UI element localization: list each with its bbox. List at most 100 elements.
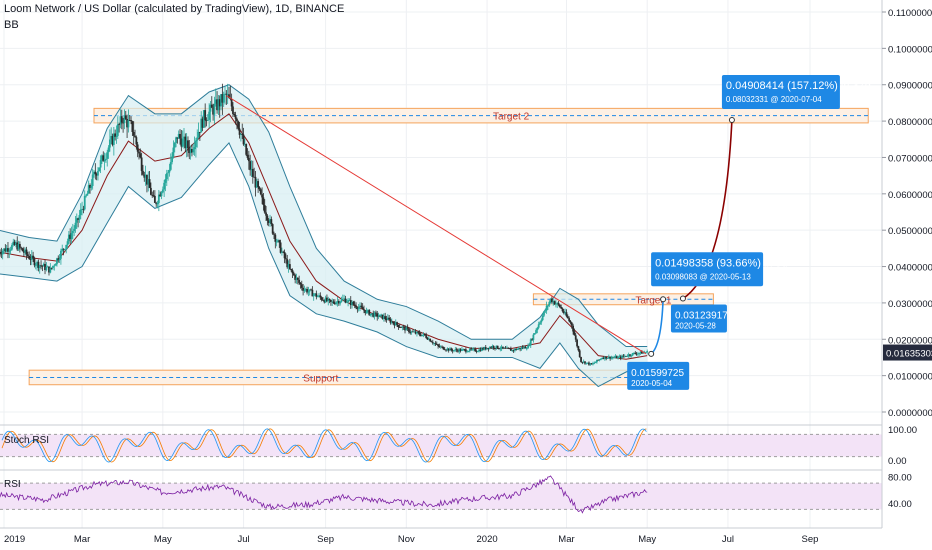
candle-body xyxy=(277,240,279,242)
candle-body xyxy=(236,118,238,122)
candle-body xyxy=(528,345,531,347)
candle-body xyxy=(242,134,245,145)
candle-body xyxy=(402,326,405,328)
candle-body xyxy=(450,348,453,351)
candle-body xyxy=(58,258,61,261)
candle-body xyxy=(524,346,527,349)
candle-body xyxy=(112,133,115,145)
projection-curve xyxy=(682,119,733,300)
candle-body xyxy=(54,264,57,266)
x-tick-label: 2019 xyxy=(4,534,25,545)
candle-body xyxy=(87,185,90,194)
candle-body xyxy=(318,295,320,297)
candle-body xyxy=(478,349,481,352)
candle-body xyxy=(17,243,20,250)
bb-fill xyxy=(0,84,648,387)
callout-subtitle: 0.08032331 @ 2020-07-04 xyxy=(726,95,822,104)
candle-body xyxy=(61,248,64,251)
candle-body xyxy=(594,362,597,363)
time-axis[interactable]: 2019 Mar May Jul Sep Nov 2020 Mar May Jul Sep xyxy=(0,527,882,545)
candle-body xyxy=(335,302,338,305)
candle-body xyxy=(384,316,387,319)
candle-body xyxy=(623,355,626,357)
candle-body xyxy=(108,139,111,148)
candle-body xyxy=(535,330,537,334)
candle-body xyxy=(486,348,488,350)
candle-body xyxy=(418,332,421,335)
candle-body xyxy=(631,353,634,356)
candle-body xyxy=(74,222,77,229)
candle-body xyxy=(258,187,261,190)
candle-body xyxy=(38,265,41,268)
candle-body xyxy=(40,265,42,267)
candle-body xyxy=(378,314,381,317)
callout-box xyxy=(627,361,690,390)
candle-body xyxy=(479,349,482,352)
candle-body xyxy=(33,258,36,266)
candle-body xyxy=(457,350,459,352)
rsi-tick-label: 80.00 xyxy=(888,473,912,484)
candle-body xyxy=(557,302,560,305)
candle-body xyxy=(627,354,630,357)
callout-title: 0.04908414 (157.12%) in 37d xyxy=(726,80,871,92)
candle-body xyxy=(503,347,506,349)
last-price-tag xyxy=(883,344,932,361)
candle-body xyxy=(45,267,48,271)
candle-body xyxy=(77,218,80,220)
candle-body xyxy=(119,116,122,125)
candle-body xyxy=(46,266,49,268)
candle-body xyxy=(547,305,549,307)
candle-body xyxy=(536,327,539,331)
candle-body xyxy=(225,93,228,95)
candle-body xyxy=(89,185,91,188)
candle-body xyxy=(455,349,458,351)
candle-body xyxy=(347,300,350,303)
candle-body xyxy=(580,357,582,362)
stoch-tick-label: 100.00 xyxy=(888,425,917,436)
candle-body xyxy=(414,331,417,334)
candle-body xyxy=(52,265,54,269)
candle-body xyxy=(261,194,263,198)
candle-body xyxy=(331,301,334,303)
candle-body xyxy=(332,301,335,304)
candle-body xyxy=(243,144,246,145)
candle-body xyxy=(148,179,151,188)
candle-body xyxy=(128,120,131,121)
candle-body xyxy=(480,348,483,352)
candle-body xyxy=(329,299,332,302)
candle-body xyxy=(259,189,262,195)
candle-body xyxy=(71,230,74,234)
candle-body xyxy=(208,111,211,120)
candle-body xyxy=(66,241,69,245)
candle-body xyxy=(177,133,180,139)
candle-body xyxy=(175,137,177,143)
candle-body xyxy=(398,327,401,328)
candle-body xyxy=(290,268,293,271)
candle-body xyxy=(597,359,600,361)
candle-body xyxy=(377,316,380,318)
candle-body xyxy=(310,289,312,291)
candle-body xyxy=(638,353,641,354)
candle-body xyxy=(183,136,185,139)
candle-body xyxy=(506,347,508,349)
candle-body xyxy=(184,136,187,148)
candle-body xyxy=(63,249,66,251)
candle-body xyxy=(470,348,473,350)
candle-body xyxy=(314,293,316,295)
candle-body xyxy=(634,352,637,354)
x-tick-label: Sep xyxy=(802,534,819,545)
candle-body xyxy=(306,289,308,293)
candle-body xyxy=(307,291,310,293)
candle-body xyxy=(114,133,117,137)
candle-body xyxy=(593,362,596,364)
candle-body xyxy=(143,174,146,178)
x-tick-label: May xyxy=(154,534,172,545)
candle-body xyxy=(389,319,392,323)
stoch-d-line xyxy=(1,428,647,463)
candle-body xyxy=(263,205,266,213)
candle-body xyxy=(153,195,156,203)
rsi-band xyxy=(0,483,882,510)
